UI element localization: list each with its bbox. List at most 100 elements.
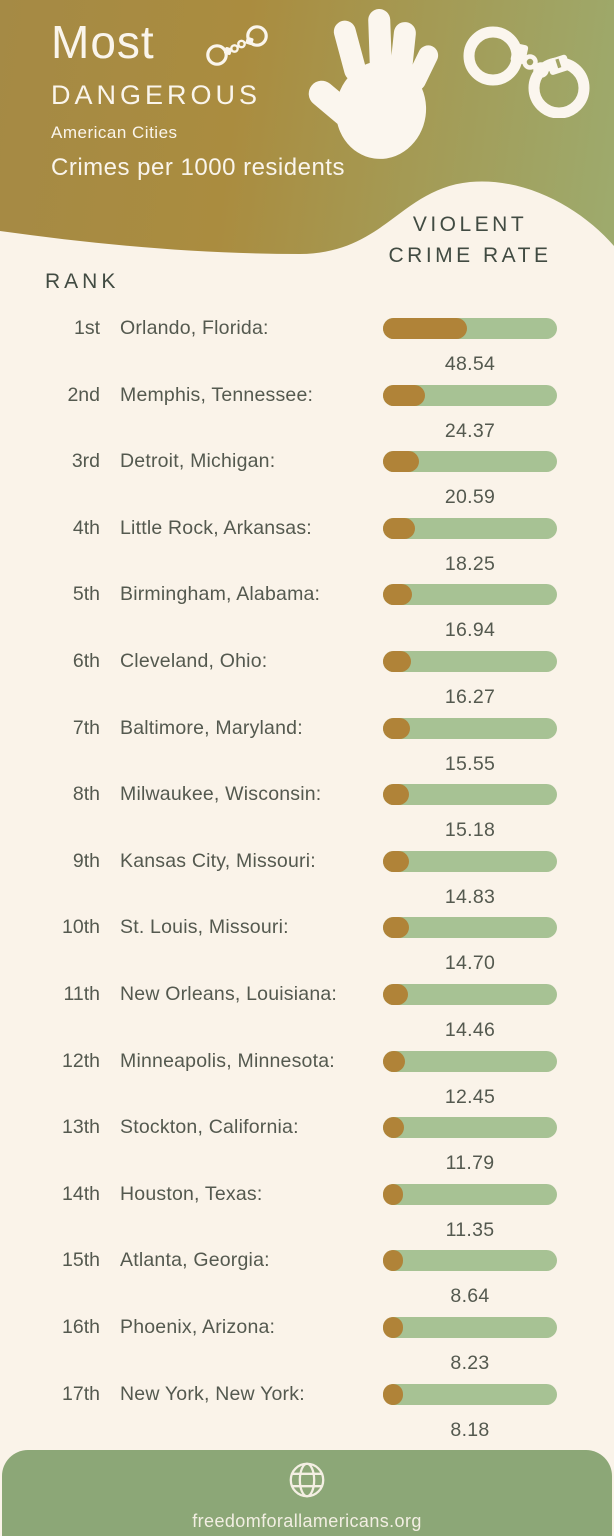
table-row: 17th New York, New York: 8.18 [0,1383,614,1450]
value-label: 8.23 [450,1351,490,1374]
handcuffs-small-icon [206,25,268,66]
keyhole-slot [555,58,562,69]
city-label: Phoenix, Arizona: [120,1315,276,1338]
page-subtitle: DANGEROUS [51,80,262,110]
city-label: St. Louis, Missouri: [120,916,289,939]
table-row: 16th Phoenix, Arizona: 8.23 [0,1316,614,1383]
bar-fill [383,1250,403,1272]
value-label: 18.25 [444,552,496,575]
globe-icon [289,1462,325,1498]
table-row: 1st Orlando, Florida: 48.54 [0,317,614,384]
rank-label: 16th [62,1315,100,1338]
value-label: 16.27 [444,685,496,708]
handprint-icon [308,9,439,159]
value-label: 11.79 [445,1152,495,1175]
table-row: 9th Kansas City, Missouri: 14.83 [0,850,614,917]
table-row: 7th Baltimore, Maryland: 15.55 [0,717,614,784]
value-label: 24.37 [444,419,496,442]
rank-label: 10th [62,916,100,939]
value-label: 20.59 [444,486,496,509]
rank-label: 11th [63,982,100,1005]
rank-label: 2nd [67,383,100,406]
bar-fill [383,584,413,606]
rank-label: 5th [72,583,100,606]
rank-label: 1st [73,317,100,339]
crime-rate-bar-track [383,650,557,672]
table-row: 10th St. Louis, Missouri: 14.70 [0,916,614,983]
rank-label: 7th [72,716,100,739]
crime-rate-bar-track [383,850,557,872]
crime-rate-bar-track [383,983,557,1005]
bar-fill [383,717,411,739]
bar-fill [383,451,419,473]
city-label: Birmingham, Alabama: [120,583,321,606]
table-row: 4th Little Rock, Arkansas: 18.25 [0,517,614,584]
bar-fill [383,384,426,406]
value-label: 8.64 [450,1285,490,1308]
crime-rate-bar-track [383,717,557,739]
crime-rate-bar-track [383,917,557,939]
footer-website-link[interactable]: freedomforallamericans.org [192,1511,422,1531]
table-row: 14th Houston, Texas: 11.35 [0,1183,614,1250]
value-label: 12.45 [444,1085,496,1108]
table-row: 15th Atlanta, Georgia: 8.64 [0,1249,614,1316]
crime-rate-bar-track [383,1117,557,1139]
table-row: 6th Cleveland, Ohio: 16.27 [0,650,614,717]
bar-fill [383,1050,405,1072]
city-label: Orlando, Florida: [120,317,269,339]
rank-label: 4th [72,516,100,539]
crime-rate-bar-track [383,1183,557,1205]
wave-divider [0,181,614,291]
value-column-header: VIOLENT CRIME RATE [378,209,562,271]
bar-fill [383,318,468,339]
city-label: Detroit, Michigan: [120,450,276,473]
bar-fill [383,650,412,672]
city-label: New York, New York: [120,1382,305,1405]
crime-rate-bar-track [383,318,557,339]
city-label: Baltimore, Maryland: [120,716,303,739]
crime-rate-bar-track [383,1250,557,1272]
value-header-line2: CRIME RATE [388,244,552,267]
rank-label: 15th [62,1249,100,1272]
city-label: Cleveland, Ohio: [120,649,268,672]
bar-fill [383,517,415,539]
city-label: Stockton, California: [120,1116,299,1139]
crime-rate-bar-track [383,1383,557,1405]
table-row: 3rd Detroit, Michigan: 20.59 [0,450,614,517]
city-label: Memphis, Tennessee: [120,383,314,406]
table-row: 12th Minneapolis, Minnesota: 12.45 [0,1050,614,1117]
value-label: 14.83 [444,885,496,908]
page-title: Most [51,16,155,68]
footer: freedomforallamericans.org [2,1450,612,1536]
city-label: Atlanta, Georgia: [120,1249,270,1272]
table-row: 13th Stockton, California: 11.79 [0,1116,614,1183]
city-label: New Orleans, Louisiana: [120,982,338,1005]
value-label: 48.54 [444,353,496,375]
crime-rate-bar-track [383,584,557,606]
bar-fill [383,917,409,939]
crime-rate-bar-track [383,384,557,406]
city-label: Milwaukee, Wisconsin: [120,783,322,806]
table-row: 2nd Memphis, Tennessee: 24.37 [0,384,614,451]
rank-column-header: RANK [45,270,120,293]
bar-fill [383,1117,404,1139]
value-label: 8.18 [450,1418,490,1441]
crime-rate-bar-track [383,1316,557,1338]
city-label: Houston, Texas: [120,1182,263,1205]
value-label: 15.55 [444,752,496,775]
table-row: 8th Milwaukee, Wisconsin: 15.18 [0,783,614,850]
rank-label: 9th [72,849,100,872]
table-row: 5th Birmingham, Alabama: 16.94 [0,583,614,650]
city-label: Little Rock, Arkansas: [120,516,312,539]
value-label: 15.18 [444,819,496,842]
rank-label: 6th [72,649,100,672]
page-tagline: American Cities [51,123,178,142]
city-ranking-list: 1st Orlando, Florida: 48.54 2nd Memphis,… [0,317,614,1449]
rank-label: 3rd [71,450,100,473]
bar-fill [383,1183,403,1205]
bar-fill [383,1316,403,1338]
bar-fill [383,850,409,872]
crime-rate-bar-track [383,784,557,806]
crime-rate-bar-track [383,1050,557,1072]
